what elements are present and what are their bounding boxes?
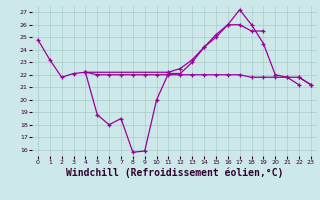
X-axis label: Windchill (Refroidissement éolien,°C): Windchill (Refroidissement éolien,°C) (66, 168, 283, 178)
